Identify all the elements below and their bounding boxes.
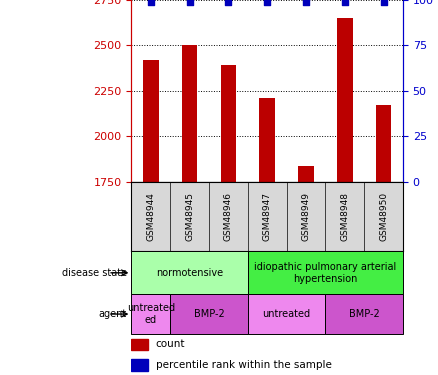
Bar bbox=[131, 294, 170, 334]
Text: GSM48948: GSM48948 bbox=[340, 192, 349, 241]
Point bbox=[380, 0, 387, 5]
Point bbox=[303, 0, 310, 5]
Text: normotensive: normotensive bbox=[156, 268, 223, 278]
Bar bbox=[131, 251, 248, 294]
Text: agent: agent bbox=[99, 309, 127, 319]
Bar bbox=[337, 18, 353, 182]
Text: BMP-2: BMP-2 bbox=[194, 309, 224, 319]
Bar bbox=[376, 105, 391, 182]
Text: GSM48946: GSM48946 bbox=[224, 192, 233, 241]
Bar bbox=[325, 294, 403, 334]
Point bbox=[147, 0, 154, 5]
Text: GSM48950: GSM48950 bbox=[379, 192, 388, 241]
Bar bbox=[182, 45, 198, 182]
Text: GSM48949: GSM48949 bbox=[301, 192, 311, 241]
Bar bbox=[131, 339, 148, 350]
Bar bbox=[259, 98, 275, 182]
Bar bbox=[248, 251, 403, 294]
Text: GSM48947: GSM48947 bbox=[263, 192, 272, 241]
Point bbox=[225, 0, 232, 5]
Text: GSM48945: GSM48945 bbox=[185, 192, 194, 241]
Bar bbox=[248, 294, 325, 334]
Text: untreated: untreated bbox=[262, 309, 311, 319]
Text: BMP-2: BMP-2 bbox=[349, 309, 380, 319]
Text: percentile rank within the sample: percentile rank within the sample bbox=[156, 360, 332, 370]
Bar bbox=[221, 66, 236, 182]
Point bbox=[341, 0, 348, 5]
Bar bbox=[131, 359, 148, 371]
Point bbox=[264, 0, 271, 5]
Bar bbox=[143, 60, 159, 182]
Bar bbox=[170, 294, 248, 334]
Text: GSM48944: GSM48944 bbox=[146, 192, 155, 241]
Text: disease state: disease state bbox=[62, 268, 127, 278]
Point bbox=[186, 0, 193, 5]
Text: idiopathic pulmonary arterial
hypertension: idiopathic pulmonary arterial hypertensi… bbox=[254, 262, 396, 284]
Text: count: count bbox=[156, 339, 185, 350]
Text: untreated
ed: untreated ed bbox=[127, 303, 175, 325]
Bar bbox=[298, 165, 314, 182]
